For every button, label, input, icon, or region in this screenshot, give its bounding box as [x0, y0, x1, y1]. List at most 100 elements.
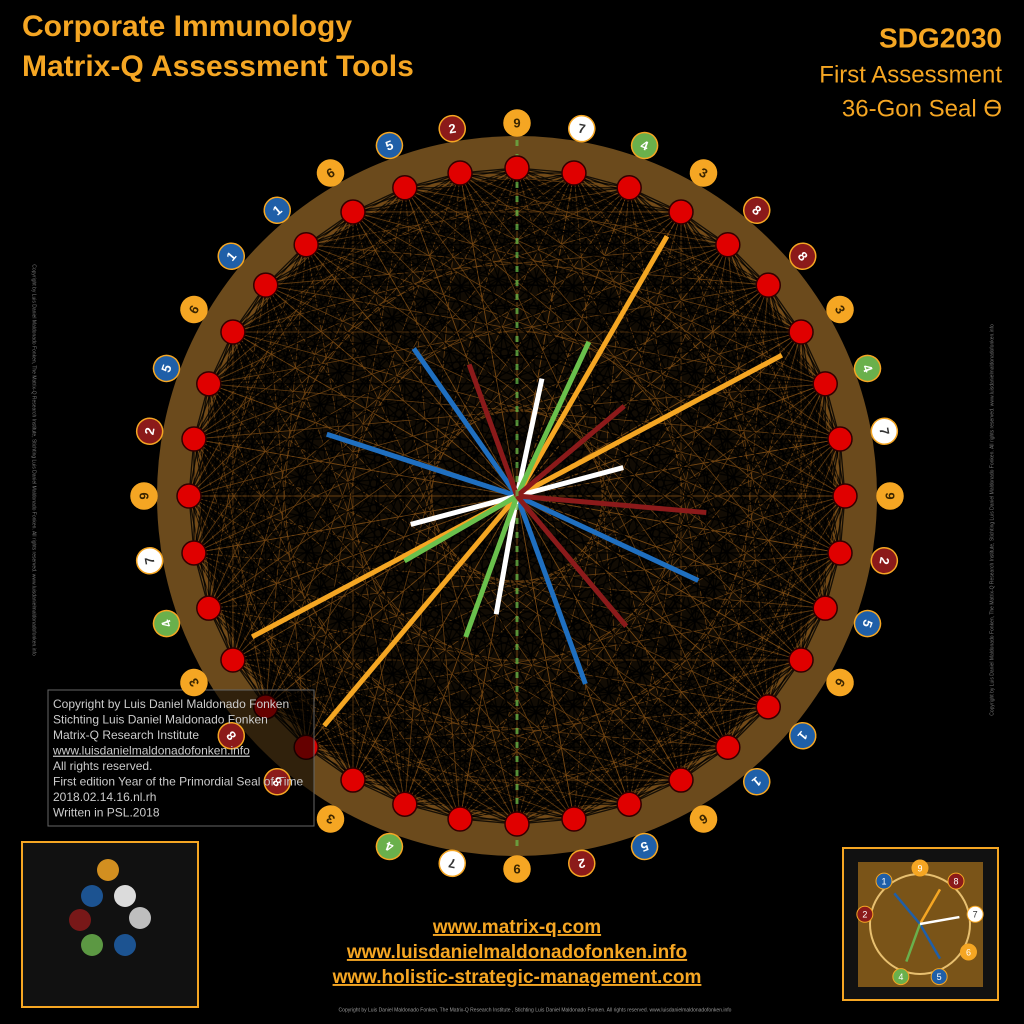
- thumb-label: 1: [881, 876, 886, 886]
- seal-label: 4: [375, 832, 404, 861]
- web-line: [459, 172, 846, 497]
- ray: [322, 494, 519, 728]
- label-badge: [826, 668, 854, 697]
- thumb-dot: [114, 934, 136, 956]
- thumb-ray: [905, 923, 922, 963]
- copyright-line: First edition Year of the Primordial Sea…: [53, 775, 303, 789]
- label-badge: [135, 547, 164, 575]
- node: [220, 647, 246, 673]
- label-text: 5: [158, 362, 175, 374]
- web-line: [404, 187, 682, 213]
- seal-label: 2: [438, 114, 466, 143]
- web-line: [352, 211, 826, 385]
- label-text: 2: [142, 426, 158, 436]
- node: [340, 199, 366, 225]
- seal-label: 7: [438, 849, 466, 878]
- copyright-line: All rights reserved.: [53, 759, 152, 773]
- label-badge: [568, 849, 596, 878]
- label-badge: [438, 849, 466, 878]
- web-line: [265, 284, 826, 385]
- seal-label: 1: [263, 196, 291, 225]
- node: [220, 319, 246, 345]
- ray: [515, 493, 700, 583]
- web-line: [404, 187, 841, 554]
- subtitle-line: First Assessment: [819, 61, 1002, 88]
- thumb-label: 4: [898, 972, 903, 982]
- label-badge: [870, 417, 899, 445]
- thumb-label: 6: [966, 947, 971, 957]
- label-badge: [438, 114, 466, 143]
- ray: [515, 404, 626, 498]
- seal-label: 2: [135, 417, 164, 445]
- seal-label: 7: [568, 114, 596, 143]
- seal-label: 9: [503, 109, 531, 137]
- label-badge: [788, 722, 817, 750]
- label-badge: [135, 417, 164, 445]
- seal-label: 1: [217, 242, 246, 270]
- footer: Copyright by Luis Daniel Maldonado Fonke…: [339, 1007, 732, 1013]
- node: [293, 231, 319, 258]
- node: [340, 767, 366, 793]
- thumb-label: 9: [917, 863, 922, 873]
- label-text: 5: [383, 137, 395, 154]
- copyright-line: www.luisdanielmaldonadofonken.info: [52, 744, 250, 758]
- node: [616, 791, 642, 817]
- web-line: [459, 172, 769, 708]
- label-badge: [503, 109, 531, 137]
- node: [755, 272, 782, 298]
- node: [447, 160, 473, 186]
- link: www.luisdanielmaldonadofonken.info: [346, 942, 687, 963]
- node: [504, 811, 530, 837]
- web-line: [305, 244, 826, 609]
- seal-label: 8: [217, 722, 246, 750]
- node: [832, 483, 858, 509]
- ray: [516, 493, 707, 516]
- copyright-line: Stichting Luis Daniel Maldonado Fonken: [53, 713, 268, 727]
- label-badge: [180, 668, 208, 697]
- ray: [326, 431, 518, 499]
- ray: [515, 494, 629, 628]
- side-note: Copyright by Luis Daniel Maldonado Fonke…: [31, 264, 37, 656]
- ray: [410, 493, 518, 527]
- thumb-badge: [892, 968, 910, 986]
- node: [812, 595, 838, 621]
- web-line: [459, 172, 729, 748]
- node: [715, 734, 741, 761]
- label-badge: [316, 159, 345, 187]
- node: [788, 647, 814, 673]
- thumb-label: 7: [973, 910, 978, 920]
- label-badge: [375, 131, 404, 160]
- ray: [411, 347, 520, 498]
- label-badge: [689, 805, 718, 833]
- seal-label: 1: [743, 767, 771, 796]
- seal-label: 6: [316, 159, 345, 187]
- seal-label: 9: [503, 855, 531, 883]
- label-badge: [689, 159, 718, 187]
- ray: [493, 495, 520, 615]
- seal-label: 5: [853, 609, 882, 638]
- title-line: Matrix-Q Assessment Tools: [22, 50, 414, 83]
- thumb-dot: [81, 885, 103, 907]
- label-badge: [217, 242, 246, 270]
- node: [176, 483, 202, 509]
- seal: [157, 136, 877, 856]
- label-text: 2: [876, 556, 892, 566]
- copyright-line: Written in PSL.2018: [53, 806, 160, 820]
- label-badge: [630, 131, 659, 160]
- web-line: [459, 172, 841, 440]
- seal-label: 5: [152, 354, 181, 383]
- ray: [514, 495, 588, 685]
- label-badge: [870, 547, 899, 575]
- thumb-dot: [129, 907, 151, 929]
- ray: [514, 340, 592, 498]
- side-note: Copyright by Luis Daniel Maldonado Fonke…: [989, 324, 995, 716]
- seal-label: 3: [316, 805, 345, 833]
- label-badge: [853, 354, 882, 383]
- thumb-badge: [930, 968, 948, 986]
- label-text: 9: [136, 492, 151, 499]
- node: [504, 155, 530, 181]
- node: [616, 175, 642, 201]
- copyright-line: 2018.02.14.16.nl.rh: [53, 790, 156, 804]
- label-badge: [152, 354, 181, 383]
